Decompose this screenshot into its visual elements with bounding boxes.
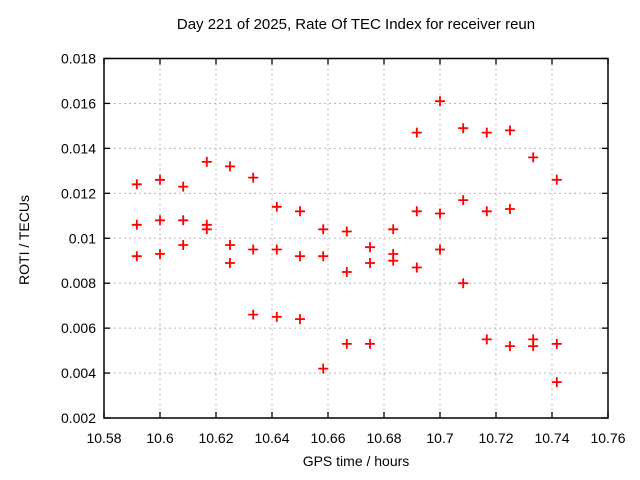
data-point xyxy=(365,242,375,253)
data-point xyxy=(248,172,259,183)
data-point xyxy=(388,224,399,235)
x-tick-label: 10.66 xyxy=(310,430,345,446)
x-tick-label: 10.74 xyxy=(534,430,569,446)
data-point xyxy=(318,251,329,262)
x-tick-label: 10.76 xyxy=(590,430,625,446)
y-tick-label: 0.004 xyxy=(61,365,96,381)
data-point xyxy=(225,161,235,172)
data-point xyxy=(248,244,259,255)
y-tick-label: 0.008 xyxy=(61,275,96,291)
y-tick-label: 0.01 xyxy=(69,230,96,246)
data-point xyxy=(295,314,305,325)
x-tick-label: 10.68 xyxy=(366,430,401,446)
data-point xyxy=(341,267,352,277)
x-tick-label: 10.58 xyxy=(86,430,121,446)
data-point xyxy=(411,127,422,138)
data-point xyxy=(458,278,469,289)
data-point xyxy=(131,251,142,262)
chart-title: Day 221 of 2025, Rate Of TEC Index for r… xyxy=(176,16,536,33)
data-point xyxy=(505,125,515,136)
data-point xyxy=(178,181,189,192)
data-point xyxy=(435,96,445,107)
data-point xyxy=(271,201,282,212)
x-tick-label: 10.72 xyxy=(478,430,513,446)
x-tick-label: 10.64 xyxy=(254,430,289,446)
data-point xyxy=(551,338,562,349)
data-point xyxy=(318,224,329,235)
data-point xyxy=(155,215,165,226)
x-tick-label: 10.7 xyxy=(426,430,453,446)
data-point xyxy=(318,363,329,374)
data-point xyxy=(201,156,212,167)
data-point xyxy=(411,206,422,217)
y-tick-label: 0.012 xyxy=(61,185,96,201)
x-tick-label: 10.62 xyxy=(198,430,233,446)
x-axis-title: GPS time / hours xyxy=(302,453,410,469)
y-tick-label: 0.002 xyxy=(61,410,96,426)
data-point xyxy=(458,123,469,134)
data-point xyxy=(481,334,492,345)
data-point xyxy=(341,338,352,349)
y-tick-label: 0.018 xyxy=(61,51,96,67)
data-point xyxy=(505,341,515,352)
x-tick-label: 10.6 xyxy=(146,430,173,446)
data-point xyxy=(131,179,142,190)
data-point xyxy=(365,258,375,268)
data-point xyxy=(178,240,189,250)
y-tick-label: 0.016 xyxy=(61,95,96,111)
y-tick-label: 0.006 xyxy=(61,320,96,336)
data-point xyxy=(178,215,189,226)
data-point xyxy=(435,244,445,255)
data-point xyxy=(411,262,422,273)
data-point xyxy=(481,206,492,217)
data-point xyxy=(155,249,165,259)
data-point xyxy=(295,206,305,217)
data-point xyxy=(248,309,259,320)
data-point xyxy=(341,226,352,237)
data-point xyxy=(155,174,165,185)
data-point xyxy=(271,244,282,255)
data-point xyxy=(225,240,235,250)
data-point xyxy=(435,208,445,219)
data-point xyxy=(271,311,282,322)
data-point xyxy=(388,255,399,266)
y-tick-label: 0.014 xyxy=(61,140,96,156)
data-point xyxy=(458,195,469,206)
data-point xyxy=(481,127,492,138)
data-point xyxy=(131,219,142,230)
data-point xyxy=(551,377,562,388)
data-point xyxy=(528,341,539,352)
data-point xyxy=(365,338,375,349)
data-point xyxy=(295,251,305,262)
data-point xyxy=(505,204,515,214)
data-point xyxy=(551,174,562,185)
data-point xyxy=(225,258,235,268)
data-point xyxy=(201,224,212,235)
data-point xyxy=(528,152,539,163)
